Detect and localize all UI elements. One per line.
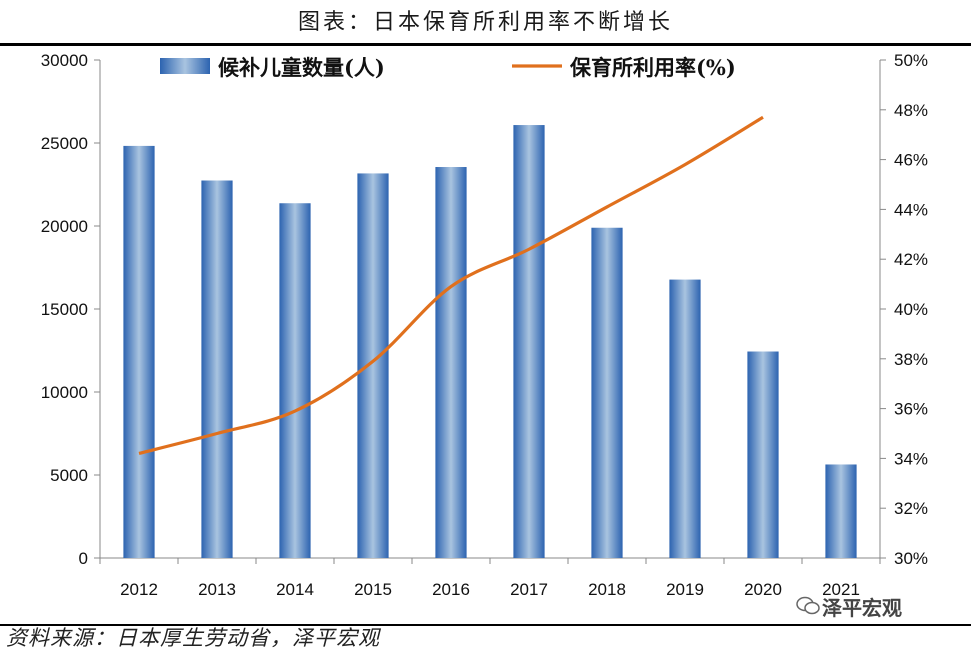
bar — [669, 280, 700, 558]
y-left-tick-label: 0 — [79, 549, 88, 568]
y-right-tick-label: 36% — [894, 400, 928, 419]
y-left-tick-label: 10000 — [41, 383, 88, 402]
y-right-tick-label: 40% — [894, 300, 928, 319]
x-tick-label: 2018 — [588, 580, 626, 599]
y-left-tick-label: 25000 — [41, 134, 88, 153]
bar — [435, 167, 466, 558]
chart: 0 5000 10000 15000 20000 25000 30000 30% 32% 34% 3… — [0, 46, 971, 624]
wechat-icon — [796, 596, 820, 616]
bar — [747, 352, 778, 558]
x-tick-label: 2017 — [510, 580, 548, 599]
bar — [591, 228, 622, 558]
y-right-tick-label: 42% — [894, 250, 928, 269]
x-tick-label: 2019 — [666, 580, 704, 599]
legend-line-label: 保育所利用率(%) — [569, 55, 736, 80]
source-note: 资料来源：日本厚生劳动省，泽平宏观 — [6, 622, 380, 652]
bar — [357, 173, 388, 558]
y-right-tick-label: 50% — [894, 51, 928, 70]
watermark: 泽平宏观 — [822, 592, 902, 621]
y-right-tick-label: 30% — [894, 549, 928, 568]
x-tick-label: 2012 — [120, 580, 158, 599]
bar — [513, 125, 544, 558]
x-tick-label: 2020 — [744, 580, 782, 599]
y-left-tick-label: 15000 — [41, 300, 88, 319]
x-tick-label: 2016 — [432, 580, 470, 599]
y-right-tick-label: 44% — [894, 200, 928, 219]
x-tick-label: 2013 — [198, 580, 236, 599]
bar — [825, 464, 856, 558]
legend-bar-label: 候补儿童数量(人) — [218, 55, 385, 80]
y-right-tick-label: 34% — [894, 449, 928, 468]
bar — [279, 203, 310, 558]
y-right-tick-label: 32% — [894, 499, 928, 518]
x-tick-label: 2015 — [354, 580, 392, 599]
legend-bar-swatch — [160, 58, 210, 74]
y-right-tick-label: 38% — [894, 350, 928, 369]
bar — [201, 180, 232, 558]
y-right-tick-label: 48% — [894, 101, 928, 120]
bar — [123, 146, 154, 558]
y-left-tick-label: 5000 — [50, 466, 88, 485]
y-right-tick-label: 46% — [894, 151, 928, 170]
y-left-tick-label: 20000 — [41, 217, 88, 236]
y-left-tick-label: 30000 — [41, 51, 88, 70]
x-tick-label: 2014 — [276, 580, 314, 599]
chart-title: 图表：日本保育所利用率不断增长 — [0, 4, 971, 36]
